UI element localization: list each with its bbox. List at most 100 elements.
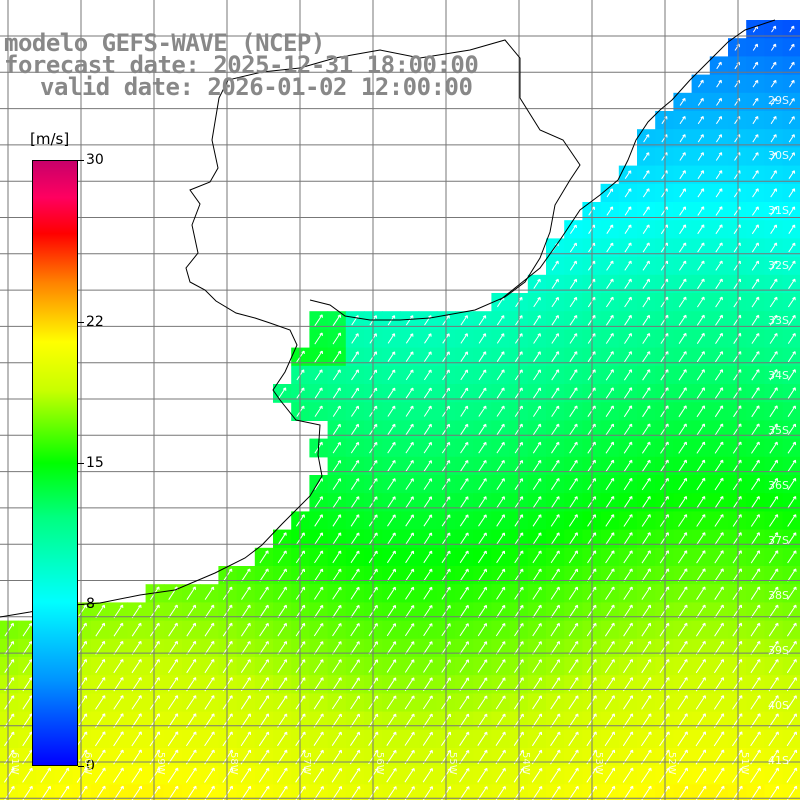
wind-arrow — [604, 677, 615, 692]
wind-arrow — [532, 586, 542, 600]
wind-arrow — [659, 604, 670, 619]
wind-arrow — [76, 677, 88, 692]
wind-arrow — [679, 206, 687, 216]
wind-arrow — [241, 586, 251, 600]
wind-arrow — [641, 459, 651, 472]
colorbar-tick-label: 8 — [86, 596, 95, 613]
wind-arrow — [58, 767, 70, 783]
wind-arrow — [422, 731, 433, 746]
wind-arrow — [697, 97, 704, 106]
wind-arrow — [697, 115, 704, 125]
wind-arrow — [386, 550, 396, 564]
wind-arrow — [332, 496, 342, 509]
wind-arrow — [660, 296, 669, 308]
wind-arrow — [386, 731, 397, 746]
wind-arrow — [660, 423, 669, 436]
wind-arrow — [532, 423, 542, 436]
wind-arrow — [569, 278, 578, 289]
wind-arrow — [750, 731, 761, 747]
wind-arrow — [495, 677, 506, 692]
wind-arrow — [131, 658, 142, 674]
wind-arrow — [715, 115, 723, 125]
wind-arrow — [550, 459, 560, 472]
wind-arrow — [387, 459, 396, 472]
wind-arrow — [695, 640, 706, 655]
wind-arrow — [623, 514, 633, 527]
wind-arrow — [642, 369, 651, 381]
wind-arrow — [770, 242, 778, 253]
wind-arrow — [351, 387, 359, 399]
wind-arrow — [550, 496, 560, 509]
wind-arrow — [477, 550, 487, 564]
wind-arrow — [387, 369, 396, 381]
wind-arrow — [624, 278, 632, 289]
latitude-label: 29S — [768, 94, 789, 107]
wind-arrow — [659, 550, 670, 564]
wind-arrow — [568, 604, 579, 619]
wind-arrow — [660, 314, 669, 326]
wind-arrow — [22, 767, 33, 783]
wind-arrow — [314, 496, 323, 509]
wind-arrow — [713, 695, 725, 710]
wind-arrow — [696, 387, 705, 399]
wind-arrow — [404, 659, 415, 673]
wind-arrow — [314, 314, 323, 327]
wind-arrow — [550, 659, 561, 673]
wind-arrow — [714, 495, 724, 509]
wind-arrow — [787, 459, 797, 472]
wind-arrow — [459, 532, 469, 545]
wind-arrow — [332, 459, 342, 472]
wind-arrow — [697, 188, 705, 198]
colorbar-tick — [78, 463, 84, 464]
wind-arrow — [624, 170, 632, 179]
wind-arrow — [532, 622, 542, 637]
wind-arrow — [623, 405, 633, 418]
wind-arrow — [549, 767, 561, 783]
wind-arrow — [259, 659, 269, 673]
wind-arrow — [533, 351, 541, 362]
wind-arrow — [659, 658, 670, 674]
wind-arrow — [496, 405, 505, 417]
wind-arrow — [332, 604, 342, 618]
wind-arrow — [350, 677, 360, 692]
wind-arrow — [695, 767, 707, 783]
wind-arrow — [641, 658, 652, 674]
wind-arrow — [677, 622, 688, 637]
wind-arrow — [550, 477, 560, 491]
wind-arrow — [460, 333, 468, 344]
wind-arrow — [495, 695, 506, 710]
colorbar-tick — [78, 604, 84, 606]
wind-arrow — [643, 152, 650, 161]
wind-arrow — [332, 532, 342, 545]
wind-arrow — [350, 550, 360, 564]
wind-arrow — [677, 604, 688, 619]
wind-arrow — [532, 641, 542, 655]
wind-arrow — [677, 568, 688, 582]
wind-arrow — [113, 658, 124, 674]
wind-arrow — [495, 713, 506, 728]
wind-arrow — [788, 134, 795, 143]
wind-arrow — [95, 695, 106, 710]
wind-arrow — [642, 405, 651, 418]
wind-arrow — [787, 495, 797, 509]
wind-arrow — [459, 677, 470, 692]
latitude-label: 37S — [768, 534, 789, 547]
wind-arrow — [460, 441, 469, 454]
wind-arrow — [240, 767, 252, 783]
wind-arrow — [459, 731, 470, 746]
wind-arrow — [331, 767, 342, 783]
wind-arrow — [715, 260, 723, 271]
wind-arrow — [387, 496, 396, 509]
wind-arrow — [332, 586, 342, 600]
wind-arrow — [423, 369, 432, 381]
wind-arrow — [696, 477, 706, 491]
wind-arrow — [624, 314, 632, 326]
wind-arrow — [495, 622, 506, 637]
wind-arrow — [714, 532, 724, 546]
wind-arrow — [77, 604, 87, 619]
wind-arrow — [659, 677, 670, 692]
wind-arrow — [185, 731, 197, 747]
wind-arrow — [459, 767, 470, 783]
wind-arrow — [752, 61, 759, 70]
longitude-label: 58W — [228, 752, 239, 775]
